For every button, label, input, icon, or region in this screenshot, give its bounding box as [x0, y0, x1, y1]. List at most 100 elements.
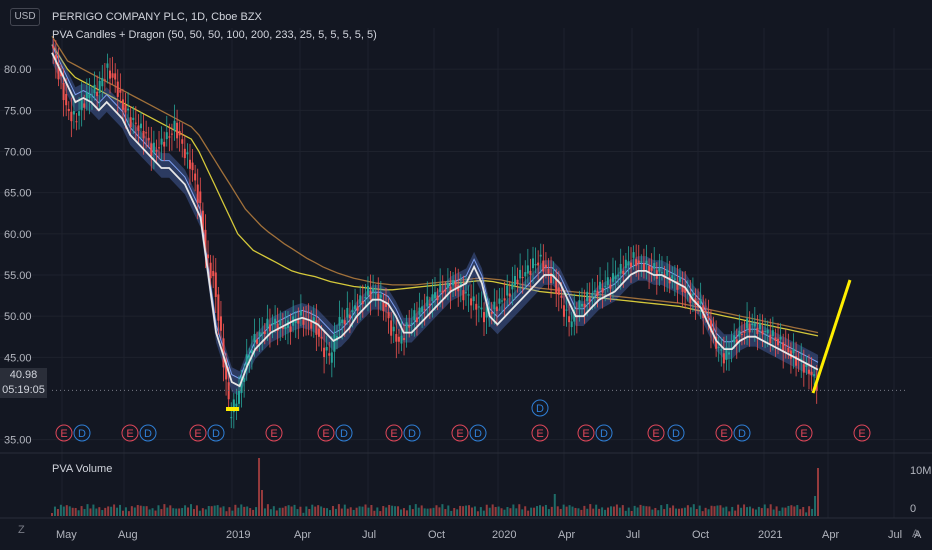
y-tick-label: 75.00 [4, 105, 32, 117]
candle-body [158, 147, 161, 149]
volume-bar [175, 508, 178, 516]
candle-body [88, 94, 91, 98]
volume-bar [252, 509, 255, 516]
candle-body [470, 298, 473, 306]
candle-body [83, 103, 86, 108]
volume-bar [402, 508, 405, 516]
volume-bar [527, 510, 530, 516]
auto-scale-button[interactable]: A [912, 528, 920, 540]
candle-body [787, 347, 790, 353]
candle-body [681, 284, 684, 292]
volume-bar [59, 504, 62, 516]
candle-body [377, 293, 380, 300]
candle-body [52, 45, 55, 49]
candle-body [80, 98, 83, 111]
candle-body [604, 285, 607, 287]
event-label: D [408, 428, 416, 440]
candle-body [666, 269, 669, 276]
volume-bar [515, 508, 518, 516]
volume-bar [201, 508, 204, 516]
candle-body [281, 326, 284, 329]
volume-bar [263, 508, 266, 516]
candle-body [653, 263, 656, 269]
candle-body [446, 282, 449, 289]
volume-bar [331, 505, 334, 516]
candle-body [609, 284, 612, 289]
candle-body [771, 330, 774, 337]
candle-body [619, 263, 622, 274]
x-tick-label: 2021 [758, 529, 782, 541]
volume-bar [352, 509, 355, 516]
candle-body [614, 275, 617, 280]
y-tick-label: 65.00 [4, 188, 32, 200]
event-label: E [456, 428, 463, 440]
volume-bar [438, 507, 441, 516]
volume-bar [781, 507, 784, 516]
volume-bar [192, 509, 195, 516]
volume-title[interactable]: PVA Volume [52, 463, 112, 475]
volume-bar [760, 508, 763, 516]
volume-bar [695, 509, 698, 516]
volume-bar [145, 506, 148, 516]
volume-bar [731, 506, 734, 516]
earnings-marker [531, 424, 549, 442]
candle-body [103, 79, 106, 81]
candle-body [513, 276, 516, 286]
candle-body [722, 353, 725, 364]
volume-bar [772, 509, 775, 516]
zoom-button[interactable]: Z [18, 524, 25, 536]
candle-body [212, 270, 215, 277]
candle-body [111, 73, 114, 78]
volume-bar [607, 507, 610, 516]
y-tick-label: 70.00 [4, 146, 32, 158]
candle-body [769, 334, 772, 344]
candle-body [480, 307, 483, 310]
indicator-legend[interactable]: PVA Candles + Dragon (50, 50, 50, 100, 2… [52, 29, 377, 41]
volume-bar [675, 508, 678, 516]
candle-body [392, 326, 395, 332]
volume-bar [453, 507, 456, 516]
volume-bar [110, 506, 113, 516]
candle-body [101, 77, 104, 87]
volume-bar [355, 507, 358, 516]
volume-bar [414, 504, 417, 516]
volume-bar [704, 507, 707, 516]
currency-button[interactable]: USD [10, 8, 40, 26]
candle-body [382, 301, 385, 312]
volume-bar [275, 510, 278, 516]
candle-body [297, 320, 300, 324]
candle-body [436, 295, 439, 301]
x-tick-label: Jul [626, 529, 640, 541]
volume-bar [207, 506, 210, 516]
volume-bar [503, 509, 506, 516]
volume-bar [482, 510, 485, 516]
candle-body [691, 293, 694, 296]
candle-body [795, 355, 798, 366]
volume-bar [376, 507, 379, 516]
ema-white-line [51, 52, 819, 388]
volume-bar [743, 504, 746, 516]
volume-bar [710, 505, 713, 516]
candle-body [756, 327, 759, 334]
volume-bar [210, 506, 213, 516]
candle-body [761, 330, 764, 335]
volume-bar [293, 504, 296, 516]
candle-body [315, 320, 318, 335]
volume-bar [636, 507, 639, 516]
volume-bar [133, 507, 136, 516]
candle-body [274, 318, 277, 325]
volume-bar [364, 504, 367, 516]
volume-bar [609, 506, 612, 516]
volume-bar [142, 506, 145, 516]
candle-body [364, 296, 367, 299]
candle-body [699, 299, 702, 304]
volume-bar [506, 506, 509, 516]
volume-bar [577, 508, 580, 516]
candle-body [196, 184, 199, 203]
volume-bar [618, 507, 621, 516]
volume-bar [329, 510, 332, 516]
x-tick-label: Jul [888, 529, 902, 541]
volume-bar [92, 504, 95, 516]
ema-white-path [51, 52, 819, 388]
